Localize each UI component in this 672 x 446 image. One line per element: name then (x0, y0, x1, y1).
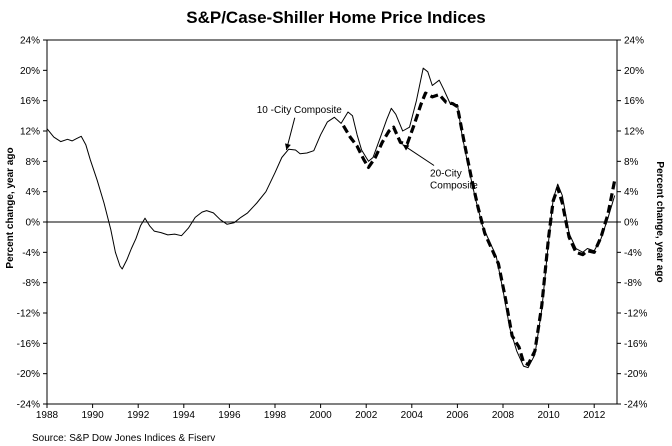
x-tick-label: 1992 (127, 410, 150, 421)
y-tick-label-left: 16% (20, 96, 40, 107)
x-tick-label: 2006 (446, 410, 469, 421)
x-tick-label: 1990 (81, 410, 104, 421)
x-tick-label: 1994 (173, 410, 196, 421)
y-tick-label-left: 8% (26, 157, 41, 168)
y-tick-label-right: 0% (624, 218, 639, 229)
series-layer (46, 67, 617, 369)
y-axis-title-right: Percent change, year ago (654, 161, 665, 282)
y-tick-label-left: 0% (26, 218, 41, 229)
y-tick-label-right: -8% (624, 278, 642, 289)
annotation-arrowhead (285, 143, 291, 150)
x-tick-label: 2004 (401, 410, 424, 421)
annotation-arrow-line (402, 144, 435, 166)
annotation-label: 10 -City Composite (257, 105, 342, 116)
annotation-label: Composite (430, 181, 478, 192)
annotation-label: 20-City (430, 169, 462, 180)
y-tick-label-left: -8% (22, 278, 40, 289)
x-tick-label: 2000 (309, 410, 332, 421)
y-tick-label-right: 20% (624, 66, 644, 77)
y-tick-label-right: -24% (624, 400, 647, 411)
x-tick-label: 2002 (355, 410, 378, 421)
y-tick-label-left: 4% (26, 187, 41, 198)
series-line-10-city (46, 67, 616, 369)
x-tick-label: 2008 (492, 410, 515, 421)
series-line-20-city (342, 91, 617, 367)
y-tick-label-left: 24% (20, 36, 40, 47)
y-axis-left: 24% 20% 16% 12% 8% 4% 0% -4% -8% -12% -16% -20% -24% (17, 36, 47, 411)
y-axis-title-left: Percent change, year ago (5, 147, 16, 268)
x-tick-label: 2010 (537, 410, 560, 421)
y-axis-right: 24% 20% 16% 12% 8% 4% 0% -4% -8% -12% -16% -20% -24% (617, 36, 647, 411)
y-tick-label-right: -4% (624, 248, 642, 259)
y-tick-label-left: -20% (17, 369, 40, 380)
y-tick-label-left: 20% (20, 66, 40, 77)
source-note: Source: S&P Dow Jones Indices & Fiserv (32, 433, 215, 444)
y-tick-label-right: -20% (624, 369, 647, 380)
x-tick-label: 2012 (583, 410, 606, 421)
x-axis: 1988 1990 1992 1994 1996 1998 2000 2002 2004 2006… (36, 404, 606, 421)
x-tick-label: 1996 (218, 410, 241, 421)
y-tick-label-left: -24% (17, 400, 40, 411)
y-tick-label-left: -12% (17, 309, 40, 320)
x-tick-label: 1988 (36, 410, 59, 421)
y-tick-label-right: 24% (624, 36, 644, 47)
y-tick-label-left: -16% (17, 339, 40, 350)
y-tick-label-right: 4% (624, 187, 639, 198)
y-tick-label-right: -16% (624, 339, 647, 350)
annotation-arrowhead (402, 144, 410, 151)
y-tick-label-right: 16% (624, 96, 644, 107)
y-tick-label-left: -4% (22, 248, 40, 259)
y-tick-label-left: 12% (20, 127, 40, 138)
y-tick-label-right: 8% (624, 157, 639, 168)
y-tick-label-right: 12% (624, 127, 644, 138)
y-tick-label-right: -12% (624, 309, 647, 320)
x-tick-label: 1998 (264, 410, 287, 421)
chart-title: S&P/Case-Shiller Home Price Indices (186, 8, 486, 27)
